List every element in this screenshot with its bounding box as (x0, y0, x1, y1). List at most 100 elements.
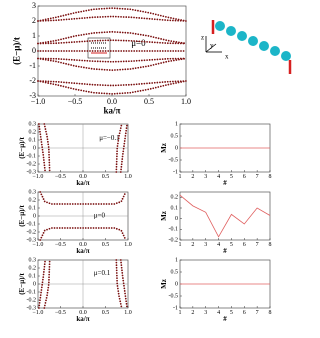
axis-arrow (205, 43, 217, 53)
x-tick-label: −0.5 (68, 97, 83, 106)
series-line (37, 7, 187, 22)
x-tick-label: 0.0 (79, 242, 87, 248)
x-axis-label: # (223, 315, 227, 323)
site (281, 51, 291, 61)
x-axis-label: ka/π (104, 105, 121, 115)
x-tick-label: 6 (243, 310, 246, 316)
y-axis-label: (E−μ)/t (18, 205, 26, 227)
y-tick-label: -0.3 (27, 305, 37, 311)
x-tick-label: 1 (179, 174, 182, 180)
x-tick-label: −1.0 (33, 242, 44, 248)
x-axis-label: ka/π (76, 247, 89, 255)
x-tick-label: 5 (230, 310, 233, 316)
y-tick-label: -0.2 (169, 237, 179, 243)
x-tick-label: 7 (256, 310, 259, 316)
series-line (37, 80, 187, 87)
y-tick-label: 3 (32, 1, 36, 10)
x-tick-label: 5 (230, 174, 233, 180)
site (226, 26, 236, 36)
y-tick-label: 0.2 (171, 195, 179, 201)
figure: z y x −1.0 −0.5 0.0 0.5 1.0 -3 -2 -1 0 1 2 3 ka/π (E−… (11, 1, 292, 323)
y-tick-label: 0.1 (171, 205, 179, 211)
x-tick-label: −1.0 (33, 310, 44, 316)
y-tick-label: 0.1 (29, 205, 37, 211)
y-axis-label: (E−μ)/t (18, 273, 26, 295)
panel: 1 2 3 4 5 6 7 8 -0.2 -0.1 0 0.1 0.2 # Mz (160, 191, 272, 255)
series-line (43, 123, 51, 173)
y-tick-label: 0.2 (29, 129, 37, 135)
x-tick-label: 1.0 (124, 310, 132, 316)
annotation: μ=0 (131, 38, 146, 48)
x-tick-label: 0.0 (79, 174, 87, 180)
x-axis-label: ka/π (76, 315, 89, 323)
x-tick-label: 0.5 (102, 242, 110, 248)
x-tick-label: 7 (256, 174, 259, 180)
x-tick-label: 4 (217, 310, 220, 316)
series-line (37, 80, 187, 95)
x-tick-label: 6 (243, 174, 246, 180)
y-axis-label: (E−μ)/t (18, 137, 26, 159)
x-tick-label: −1.0 (33, 174, 44, 180)
y-tick-label: 0 (32, 46, 36, 55)
annotation: μ=−0.1 (99, 134, 120, 142)
y-tick-label: 0 (175, 281, 178, 287)
series-line (39, 191, 127, 205)
series-line (179, 194, 271, 238)
y-tick-label: -0.1 (27, 153, 37, 159)
x-tick-label: 7 (256, 242, 259, 248)
x-tick-label: −0.5 (55, 174, 66, 180)
series-line (37, 57, 187, 63)
x-tick-label: −0.5 (55, 310, 66, 316)
y-tick-label: 0.2 (29, 197, 37, 203)
x-tick-label: 8 (269, 242, 272, 248)
x-tick-label: 0.5 (144, 97, 154, 106)
x-tick-label: 3 (204, 310, 207, 316)
y-tick-label: -2 (29, 76, 36, 85)
x-tick-label: 5 (230, 242, 233, 248)
y-axis-label: Mz (160, 279, 168, 289)
axis-label: x (225, 53, 229, 61)
x-tick-label: 1 (179, 242, 182, 248)
y-axis-label: Mz (160, 211, 168, 221)
annotation: μ=0.1 (94, 269, 111, 277)
y-tick-label: -0.1 (27, 289, 37, 295)
x-axis-label: # (223, 179, 227, 187)
x-tick-label: 0.5 (102, 174, 110, 180)
x-tick-label: 8 (269, 310, 272, 316)
site (215, 21, 225, 31)
y-tick-label: 1 (175, 121, 178, 127)
series-line (115, 259, 123, 309)
y-tick-label: -0.1 (27, 221, 37, 227)
series-line (37, 15, 187, 22)
x-tick-label: 4 (217, 174, 220, 180)
y-axis-label: (E−μ)/t (11, 37, 21, 65)
x-tick-label: 0.0 (79, 310, 87, 316)
series-line (43, 259, 51, 309)
y-tick-label: 0.1 (29, 273, 37, 279)
y-tick-label: 0.5 (171, 133, 179, 139)
y-tick-label: -0.3 (27, 237, 37, 243)
x-tick-label: 4 (217, 242, 220, 248)
panel: −1.0 −0.5 0.0 0.5 1.0 -3 -2 -1 0 1 2 3 ka/π (E−μ)/t μ=… (11, 1, 191, 115)
panel: 1 2 3 4 5 6 7 8 -1 -0.5 0 0.5 1 # Mz (160, 121, 271, 187)
y-tick-label: 1 (175, 257, 178, 263)
site (248, 36, 258, 46)
series-line (39, 227, 127, 241)
x-tick-label: 1.0 (124, 242, 132, 248)
x-tick-label: 6 (243, 242, 246, 248)
panel: −1.0 −0.5 0.0 0.5 1.0 -0.3 -0.2 -0.1 0 0.1 0.2 0.3 k… (18, 189, 132, 255)
x-tick-label: 3 (204, 242, 207, 248)
site (237, 31, 247, 41)
y-tick-label: 0 (33, 145, 36, 151)
x-tick-label: 2 (191, 174, 194, 180)
y-tick-label: -1 (173, 305, 178, 311)
x-tick-label: 1.0 (124, 174, 132, 180)
chain-schematic: z y x (201, 20, 292, 74)
y-tick-label: 0.3 (29, 189, 37, 195)
y-tick-label: -0.2 (27, 229, 37, 235)
y-tick-label: 0.1 (29, 137, 37, 143)
site (270, 46, 280, 56)
y-tick-label: -0.2 (27, 161, 37, 167)
series-line (119, 259, 128, 309)
y-tick-label: -1 (29, 61, 36, 70)
